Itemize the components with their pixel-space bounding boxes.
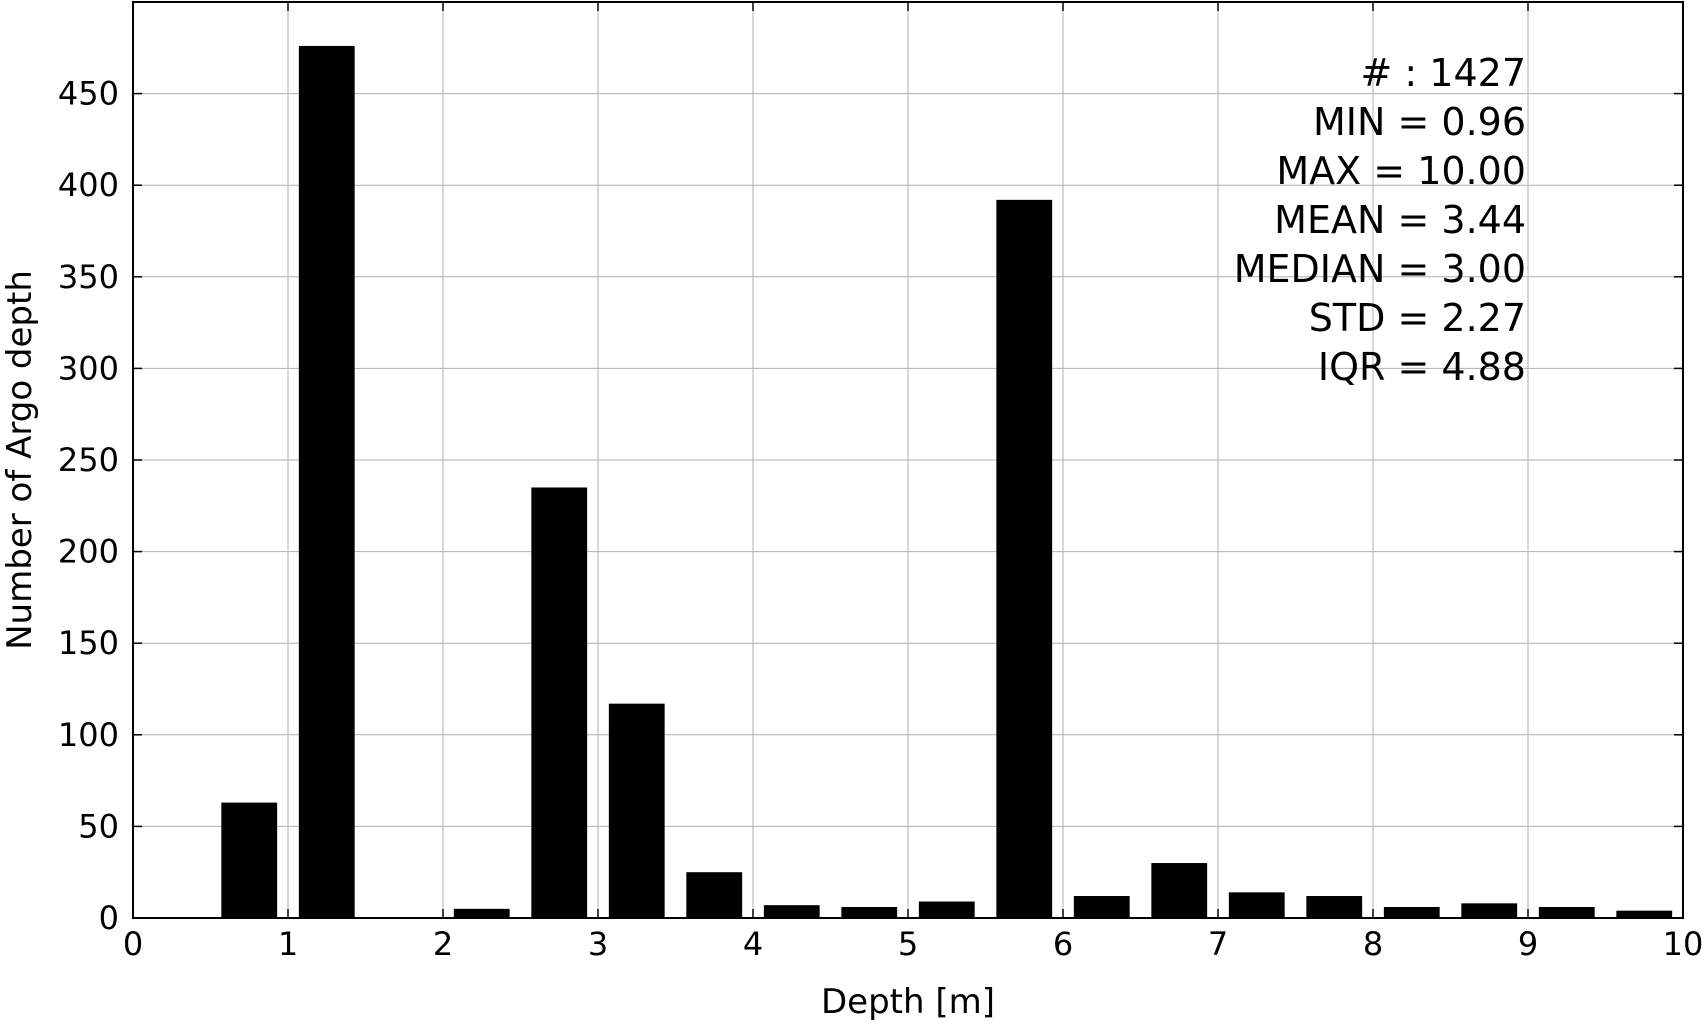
- x-tick-label: 3: [588, 925, 608, 963]
- statistic-line: MEDIAN = 3.00: [1234, 247, 1526, 291]
- histogram-bar: [1538, 907, 1595, 918]
- x-tick-label: 9: [1518, 925, 1538, 963]
- histogram-bar: [686, 872, 743, 918]
- histogram-bar: [1616, 910, 1673, 918]
- x-tick-label: 10: [1663, 925, 1704, 963]
- plot-frame: [132, 1, 1684, 919]
- histogram-bar: [608, 703, 665, 918]
- y-tick-label: 200: [58, 533, 119, 571]
- y-tick-label: 450: [58, 75, 119, 113]
- statistic-line: # : 1427: [1360, 51, 1526, 95]
- histogram-bar: [763, 905, 820, 918]
- statistic-line: IQR = 4.88: [1318, 345, 1526, 389]
- y-tick-label: 0: [99, 899, 119, 937]
- y-tick-label: 50: [78, 807, 119, 845]
- histogram-bar: [1461, 903, 1518, 918]
- x-tick-label: 0: [123, 925, 143, 963]
- histogram-bar: [1306, 896, 1363, 918]
- x-tick-label: 5: [898, 925, 918, 963]
- y-tick-label: 150: [58, 624, 119, 662]
- statistic-line: MIN = 0.96: [1313, 100, 1526, 144]
- x-tick-label: 6: [1053, 925, 1073, 963]
- histogram-bar: [1383, 907, 1440, 918]
- y-tick-label: 350: [58, 258, 119, 296]
- y-tick-label: 400: [58, 166, 119, 204]
- histogram-bar: [298, 45, 355, 918]
- x-tick-label: 8: [1363, 925, 1383, 963]
- x-tick-label: 2: [433, 925, 453, 963]
- x-tick-label: 4: [743, 925, 763, 963]
- y-tick-label: 100: [58, 716, 119, 754]
- histogram-bar: [221, 802, 278, 918]
- histogram-bar: [1073, 896, 1130, 918]
- histogram-bar: [1151, 863, 1208, 918]
- statistics-box: # : 1427 MIN = 0.96 MAX = 10.00 MEAN = 3.44…: [1234, 51, 1526, 389]
- histogram-bars: [221, 45, 1673, 918]
- y-axis-label: Number of Argo depth: [0, 270, 40, 650]
- statistic-line: MAX = 10.00: [1276, 149, 1526, 193]
- y-tick-label: 250: [58, 441, 119, 479]
- statistic-line: MEAN = 3.44: [1274, 198, 1526, 242]
- statistic-line: STD = 2.27: [1309, 296, 1526, 340]
- histogram-bar: [996, 199, 1053, 918]
- x-tick-label: 7: [1208, 925, 1228, 963]
- histogram-bar: [453, 908, 510, 918]
- x-axis-label: Depth [m]: [821, 982, 995, 1022]
- histogram-bar: [1228, 892, 1285, 918]
- x-tick-label: 1: [278, 925, 298, 963]
- histogram-bar: [531, 487, 588, 918]
- y-tick-label: 300: [58, 349, 119, 387]
- histogram-bar: [841, 907, 898, 918]
- histogram-bar: [918, 901, 975, 918]
